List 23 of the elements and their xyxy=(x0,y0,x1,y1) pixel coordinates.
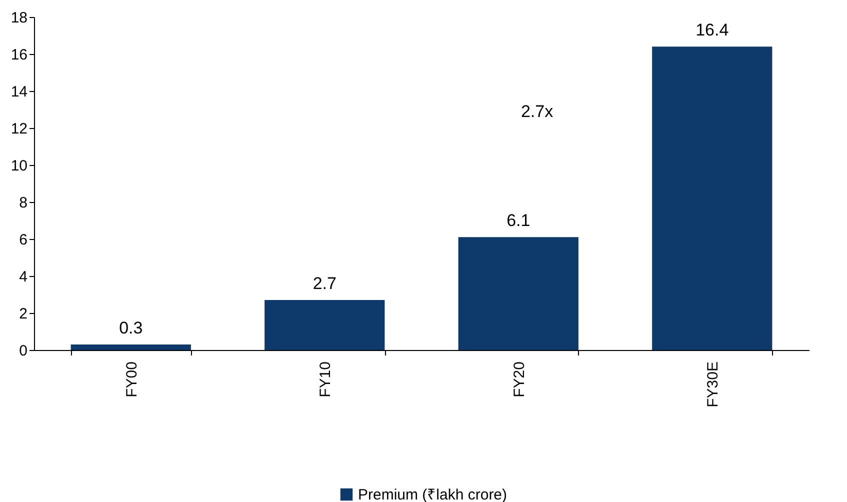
bar xyxy=(264,300,385,350)
x-tick-label: FY10 xyxy=(317,362,334,398)
data-label: 0.3 xyxy=(119,318,143,338)
data-label: 2.7 xyxy=(312,274,336,294)
y-tick-label: 16 xyxy=(10,46,28,64)
y-tick-label: 12 xyxy=(10,120,28,138)
y-tick-label: 2 xyxy=(19,306,28,322)
bar xyxy=(652,46,772,350)
bar xyxy=(458,237,578,350)
y-tick-label: 6 xyxy=(19,232,28,248)
bar xyxy=(70,344,191,350)
y-tick-label: 14 xyxy=(10,84,28,100)
y-tick-label: 18 xyxy=(10,10,28,26)
annotation: 2.7x xyxy=(520,102,554,121)
y-tick-label: 8 xyxy=(19,194,28,212)
y-tick-label: 10 xyxy=(10,158,28,174)
data-label: 16.4 xyxy=(696,20,729,40)
data-label: 6.1 xyxy=(506,211,530,230)
x-tick-label: FY30E xyxy=(704,362,722,408)
x-tick-label: FY20 xyxy=(510,362,528,398)
x-tick-label: FY00 xyxy=(123,362,140,398)
y-tick-label: 4 xyxy=(19,268,28,286)
y-tick-label: 0 xyxy=(19,342,28,360)
